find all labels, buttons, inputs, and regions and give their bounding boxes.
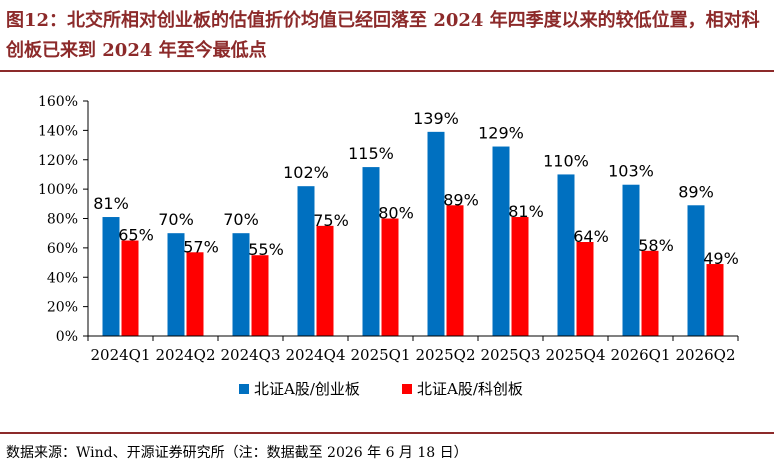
bar-series-1 [622, 184, 640, 336]
bar-series-2 [641, 250, 659, 336]
x-tick-label: 2024Q4 [285, 346, 345, 364]
figure-title: 图12：北交所相对创业板的估值折价均值已经回落至 2024 年四季度以来的较低位… [6, 10, 760, 61]
y-axis: 0% 20% 40% 60% 80% 100% 120% 140% 160% [38, 94, 89, 345]
y-tick-label: 120% [38, 153, 78, 169]
y-tick-label: 80% [47, 212, 78, 228]
x-tick-label: 2026Q1 [610, 346, 670, 364]
data-label: 103% [608, 162, 654, 181]
bar-series-1 [687, 205, 705, 336]
x-tick-label: 2024Q1 [90, 346, 150, 364]
data-label: 80% [378, 204, 414, 223]
legend: 北证A股/创业板 北证A股/科创板 [239, 380, 523, 398]
source-bar: 数据来源：Wind、开源证券研究所（注：数据截至 2026 年 6 月 18 日… [0, 432, 774, 470]
data-label: 139% [413, 109, 459, 128]
legend-swatch-1 [239, 384, 249, 394]
y-tick-label: 160% [38, 94, 78, 110]
legend-label-1: 北证A股/创业板 [254, 380, 360, 398]
y-tick-label: 20% [47, 300, 78, 316]
bar-series-1 [427, 131, 445, 336]
data-label: 110% [543, 151, 589, 170]
data-label: 65% [118, 226, 154, 245]
data-label: 81% [508, 202, 544, 221]
bar-series-2 [186, 252, 204, 336]
bar-series-2 [316, 225, 334, 336]
bar-series-1 [102, 217, 120, 336]
data-label: 129% [478, 124, 524, 143]
bar-series-2 [251, 255, 269, 336]
bar-series-1 [232, 233, 250, 336]
bar-series-2 [576, 242, 594, 336]
y-tick-label: 100% [38, 182, 78, 198]
x-tick-label: 2025Q4 [545, 346, 605, 364]
data-label: 75% [313, 211, 349, 230]
legend-swatch-2 [402, 384, 412, 394]
data-label: 102% [283, 163, 329, 182]
legend-label-2: 北证A股/科创板 [417, 380, 523, 398]
x-tick-label: 2025Q3 [480, 346, 540, 364]
x-tick-label: 2026Q2 [675, 346, 735, 364]
y-tick-label: 140% [38, 123, 78, 139]
data-label: 115% [348, 144, 394, 163]
data-label: 58% [638, 236, 674, 255]
y-tick-label: 40% [47, 270, 78, 286]
x-tick-label: 2025Q1 [350, 346, 410, 364]
bar-series-2 [121, 240, 139, 336]
data-label: 70% [223, 210, 259, 229]
y-tick-label: 0% [56, 329, 78, 345]
bar-series-1 [362, 167, 380, 336]
bar-series-2 [706, 264, 724, 336]
x-tick-label: 2024Q2 [155, 346, 215, 364]
data-labels: 81%65%70%57%70%55%102%75%115%80%139%89%1… [93, 109, 739, 268]
data-label: 64% [573, 227, 609, 246]
x-tick-label: 2025Q2 [415, 346, 475, 364]
bar-series-1 [557, 174, 575, 336]
bar-series-1 [297, 186, 315, 336]
data-label: 89% [443, 190, 479, 209]
bar-series-1 [492, 146, 510, 336]
bar-series-2 [511, 217, 529, 336]
bar-chart: 0%20%40%60%80%100%120%140%160% 81%65%70%… [38, 94, 739, 398]
x-tick-label: 2024Q3 [220, 346, 280, 364]
data-label: 89% [678, 182, 714, 201]
bar-series-2 [446, 205, 464, 336]
data-label: 81% [93, 194, 129, 213]
data-label: 55% [248, 240, 284, 259]
bar-series-1 [167, 233, 185, 336]
source-note: 数据来源：Wind、开源证券研究所（注：数据截至 2026 年 6 月 18 日… [6, 445, 468, 461]
title-bar: 图12：北交所相对创业板的估值折价均值已经回落至 2024 年四季度以来的较低位… [0, 0, 774, 72]
data-label: 70% [158, 210, 194, 229]
x-axis: 2024Q1 2024Q2 2024Q3 2024Q4 2025Q1 2025Q2 2025… [87, 335, 739, 364]
bars [102, 131, 724, 336]
bar-series-2 [381, 218, 399, 336]
data-label: 57% [183, 237, 219, 256]
y-tick-label: 60% [47, 241, 78, 257]
data-label: 49% [703, 249, 739, 268]
